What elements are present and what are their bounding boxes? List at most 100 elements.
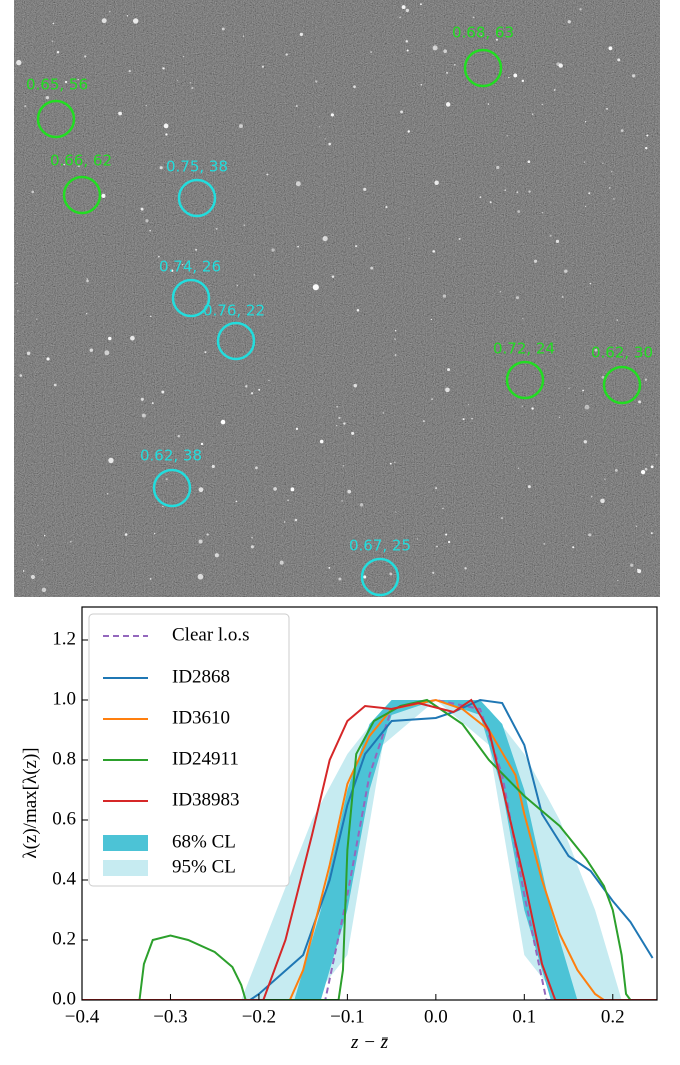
star [296,105,298,107]
star [472,16,475,19]
star [637,569,642,574]
star [558,416,561,419]
plot-content [82,698,657,1000]
star [197,573,204,580]
star [108,336,112,341]
star [162,67,165,70]
star [353,383,358,388]
star [64,80,68,84]
star [161,390,165,394]
star [400,110,403,114]
legend-label: 68% CL [172,831,236,852]
star [250,392,254,395]
star [141,413,146,418]
star [420,84,422,86]
source-circle [602,365,642,405]
star [394,461,396,464]
star [149,229,152,232]
star [86,279,89,283]
star [604,478,606,480]
star [215,227,218,230]
star [602,162,604,164]
star [165,133,168,136]
star [395,511,397,513]
star [77,78,79,81]
star [517,210,521,213]
star [343,422,346,425]
star [584,121,587,123]
star [590,495,593,498]
star [640,469,646,475]
star [442,294,447,298]
legend-label: ID38983 [172,789,240,810]
star [118,111,122,116]
star [407,130,410,133]
star [238,124,243,129]
star [353,85,356,89]
star [608,187,611,189]
star [521,79,525,83]
star [63,163,65,166]
star [341,500,343,502]
star [416,538,418,540]
star [86,278,88,280]
legend-label: ID3610 [172,707,230,728]
star [16,282,18,284]
star [359,503,364,507]
star [89,348,94,352]
star [297,245,299,248]
x-tick-label: −0.1 [330,1006,364,1027]
star [30,574,36,580]
star [181,264,184,266]
star [443,49,447,54]
star [44,534,46,537]
star [140,207,144,211]
x-tick-label: 0.1 [512,1006,536,1027]
star [541,103,543,106]
star [126,15,129,17]
star [338,416,341,420]
star [221,27,225,31]
star [279,560,284,565]
star [198,487,204,493]
star [431,398,433,401]
star [107,493,109,495]
legend-label: 95% CL [172,856,236,877]
star [70,541,72,543]
star [487,103,490,105]
star [613,198,615,200]
star [36,318,38,320]
star [611,170,613,173]
star [189,82,192,84]
star [521,405,523,407]
source-label: 0.62, 30 [591,344,653,362]
star [464,567,467,570]
source-label: 0.74, 26 [159,258,221,276]
star [588,533,592,537]
x-axis-label: z − z̄ [350,1032,389,1053]
star [235,500,238,503]
star [250,545,254,549]
star [245,385,248,388]
source-circle [152,468,192,508]
star [195,248,198,251]
star [191,86,194,90]
star [163,123,169,129]
star [517,467,520,469]
series-line [82,698,657,1000]
star [445,387,450,393]
star [515,296,520,300]
star [236,284,239,287]
star [356,308,360,312]
star [480,35,482,37]
star [567,20,571,24]
confidence-band [294,700,578,1000]
star [522,317,524,320]
star [243,224,246,227]
star [162,505,164,508]
star [527,160,531,164]
star [579,8,582,11]
star [553,89,556,91]
star [650,532,653,535]
star [31,190,35,194]
